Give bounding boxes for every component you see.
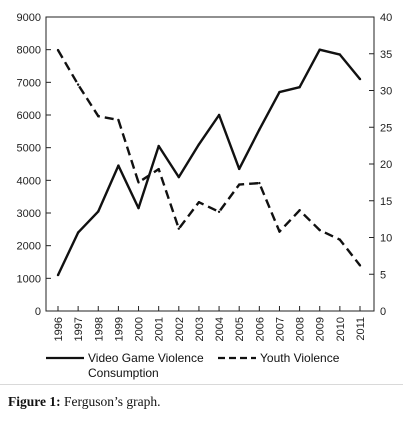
x-tick-label: 2008 — [295, 317, 307, 341]
data-point-series-2 — [238, 183, 241, 186]
legend-label-series-2: Youth Violence — [260, 351, 340, 365]
figure-label: Figure 1: — [8, 394, 61, 409]
data-point-series-1 — [258, 128, 261, 131]
data-point-series-2 — [177, 227, 180, 230]
left-y-tick-label: 5000 — [17, 143, 41, 155]
right-y-tick-label: 15 — [380, 196, 392, 208]
chart: 0 1000 2000 3000 4000 5000 6000 7000 8000 9000 0 5 1… — [17, 12, 393, 380]
data-point-series-1 — [76, 231, 80, 234]
right-y-tick-label: 40 — [380, 12, 392, 24]
x-tick-label: 2007 — [274, 317, 286, 341]
right-y-tick-label: 25 — [380, 122, 392, 134]
data-point-series-1 — [278, 90, 281, 94]
data-point-series-1 — [97, 210, 100, 213]
right-y-tick-label: 20 — [380, 159, 392, 171]
x-tick-label: 2000 — [134, 317, 146, 341]
x-tick-label: 1998 — [93, 317, 105, 341]
figure-caption: Figure 1: Ferguson’s graph. — [8, 394, 161, 410]
axes — [45, 16, 375, 312]
data-point-series-2 — [217, 210, 221, 213]
x-tick-label: 2011 — [355, 317, 367, 341]
right-y-tick-label: 0 — [380, 306, 386, 318]
x-tick-label: 1999 — [113, 317, 125, 341]
data-point-series-1 — [137, 206, 140, 210]
data-point-series-1 — [117, 164, 120, 167]
left-y-tick-label: 9000 — [17, 12, 41, 24]
data-point-series-2 — [318, 228, 321, 232]
x-tick-label: 2004 — [214, 317, 226, 341]
data-point-series-2 — [157, 167, 160, 171]
data-point-series-1 — [56, 273, 60, 277]
data-point-series-1 — [238, 167, 241, 171]
data-point-series-2 — [56, 48, 60, 52]
right-y-tick-label: 10 — [380, 233, 392, 245]
x-tick-label: 2002 — [174, 317, 186, 341]
left-y-tick-label: 2000 — [17, 241, 41, 253]
data-point-series-1 — [358, 77, 362, 81]
legend-label-series-1-line1: Video Game Violence — [88, 351, 204, 365]
left-y-tick-label: 4000 — [17, 175, 41, 187]
legend-label-series-1-line2: Consumption — [88, 366, 159, 380]
data-point-series-1 — [217, 113, 221, 117]
left-y-tick-label: 6000 — [17, 110, 41, 122]
data-point-series-2 — [278, 230, 281, 233]
data-point-series-2 — [137, 181, 140, 184]
data-point-series-2 — [258, 181, 261, 185]
figure-caption-text: Ferguson’s graph. — [60, 394, 161, 409]
data-point-series-2 — [76, 83, 80, 86]
left-y-tick-label: 8000 — [17, 45, 41, 57]
data-point-series-1 — [338, 53, 342, 56]
x-tick-label: 2006 — [254, 317, 266, 341]
right-y-tick-label: 30 — [380, 86, 392, 98]
series-lines — [56, 48, 362, 277]
data-point-series-1 — [177, 175, 180, 179]
left-y-tick-label: 7000 — [17, 77, 41, 89]
data-point-series-1 — [318, 48, 321, 51]
tick-labels: 0 1000 2000 3000 4000 5000 6000 7000 8000 9000 0 5 1… — [17, 12, 393, 341]
legend: Video Game Violence Consumption Youth Vi… — [46, 351, 340, 380]
series-line-2 — [56, 49, 361, 267]
data-point-series-2 — [197, 201, 201, 204]
data-point-series-2 — [358, 264, 362, 267]
left-y-tick-label: 3000 — [17, 208, 41, 220]
caption-divider — [0, 384, 403, 385]
plot-frame — [45, 16, 375, 312]
data-point-series-2 — [97, 115, 100, 118]
data-point-series-1 — [197, 143, 201, 146]
right-y-tick-label: 5 — [380, 269, 386, 281]
x-tick-label: 2003 — [194, 317, 206, 341]
x-tick-label: 1996 — [53, 317, 65, 341]
data-point-series-2 — [298, 209, 301, 212]
right-y-tick-label: 35 — [380, 49, 392, 61]
chart-svg: 0 1000 2000 3000 4000 5000 6000 7000 8000 9000 0 5 1… — [17, 12, 393, 380]
x-tick-label: 2005 — [234, 317, 246, 341]
data-point-series-2 — [338, 238, 342, 241]
series-line-1 — [56, 48, 361, 276]
x-tick-label: 2009 — [315, 317, 327, 341]
x-tick-label: 2001 — [154, 317, 166, 341]
data-point-series-2 — [117, 118, 120, 122]
left-y-tick-label: 1000 — [17, 273, 41, 285]
data-point-series-1 — [298, 86, 301, 89]
left-y-tick-label: 0 — [35, 306, 41, 318]
data-point-series-1 — [157, 144, 160, 148]
x-tick-label: 2010 — [335, 317, 347, 341]
x-tick-label: 1997 — [73, 317, 85, 341]
